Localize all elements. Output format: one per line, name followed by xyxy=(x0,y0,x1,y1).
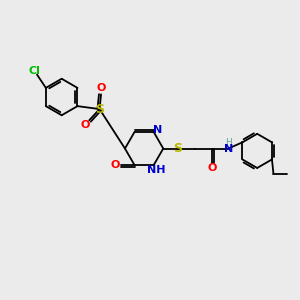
Text: O: O xyxy=(80,120,89,130)
Text: S: S xyxy=(95,103,104,116)
Text: Cl: Cl xyxy=(29,66,40,76)
Text: N: N xyxy=(224,143,233,154)
Text: H: H xyxy=(225,137,232,146)
Text: O: O xyxy=(207,163,217,173)
Text: NH: NH xyxy=(147,165,166,176)
Text: O: O xyxy=(110,160,119,170)
Text: O: O xyxy=(97,83,106,93)
Text: N: N xyxy=(153,125,162,136)
Text: S: S xyxy=(173,142,182,155)
